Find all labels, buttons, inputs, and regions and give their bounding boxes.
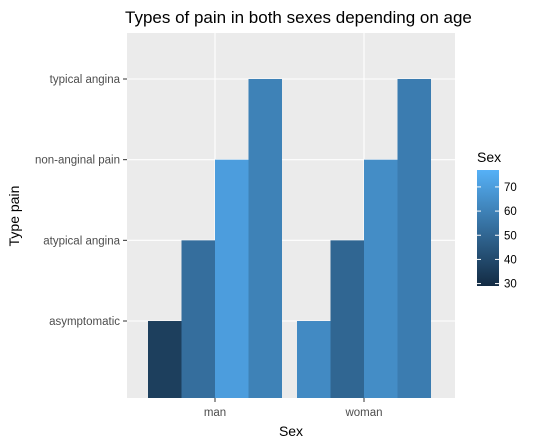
x-tick-label: man <box>204 407 226 419</box>
y-axis: asymptomatic atypical angina non-anginal p… <box>35 74 127 328</box>
bar-man-typical-angina <box>248 79 282 398</box>
y-axis-title: Type pain <box>6 186 22 247</box>
x-axis: man woman <box>204 398 383 419</box>
y-tick-label: typical angina <box>50 74 121 86</box>
bar-woman-atypical-angina <box>330 240 364 398</box>
bars-group <box>148 79 431 398</box>
y-tick-label: atypical angina <box>43 235 120 247</box>
y-tick-label: non-anginal pain <box>35 155 120 167</box>
bar-woman-typical-angina <box>397 79 431 398</box>
bar-man-non-anginal-pain <box>215 159 249 398</box>
y-tick-label: asymptomatic <box>49 316 120 328</box>
bar-man-atypical-angina <box>181 240 215 398</box>
bar-woman-non-anginal-pain <box>364 159 398 398</box>
chart-title: Types of pain in both sexes depending on… <box>125 8 472 27</box>
bar-woman-asymptomatic <box>297 321 331 398</box>
legend: Sex 30 40 50 60 70 <box>477 149 517 291</box>
bar-man-asymptomatic <box>148 321 182 398</box>
legend-colorbar <box>477 170 499 286</box>
legend-ticks: 30 40 50 60 70 <box>477 182 517 291</box>
x-axis-title: Sex <box>279 423 303 439</box>
legend-title: Sex <box>477 149 501 165</box>
legend-tick-label: 40 <box>504 254 517 266</box>
x-tick-label: woman <box>344 407 382 419</box>
legend-tick-label: 30 <box>504 279 517 291</box>
legend-tick-label: 70 <box>504 182 517 194</box>
legend-tick-label: 60 <box>504 206 517 218</box>
legend-tick-label: 50 <box>504 230 517 242</box>
